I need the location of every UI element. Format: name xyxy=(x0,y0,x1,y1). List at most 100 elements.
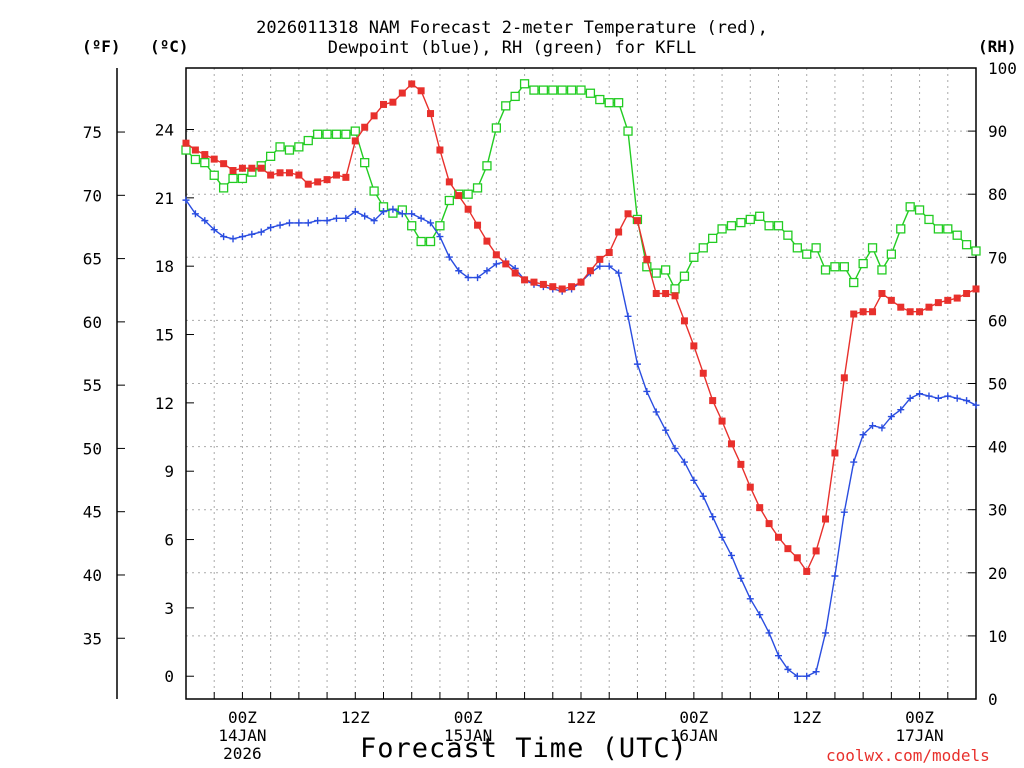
dewpoint-point xyxy=(840,508,848,516)
temperature-point xyxy=(398,89,406,97)
rh-unit-label: (RH) xyxy=(978,37,1017,56)
rh-point xyxy=(877,265,887,275)
temperature-point xyxy=(831,449,839,457)
celsius-tick-label: 12 xyxy=(155,394,174,413)
rh-point xyxy=(660,265,671,275)
temperature-point xyxy=(201,151,209,159)
temperature-series xyxy=(182,80,980,575)
dewpoint-point xyxy=(483,267,491,275)
dewpoint-point xyxy=(314,217,322,225)
temperature-point xyxy=(887,296,895,304)
dewpoint-point xyxy=(351,208,359,216)
fahrenheit-tick-label: 35 xyxy=(83,629,102,648)
temperature-point xyxy=(276,169,284,177)
temperature-point xyxy=(737,460,745,468)
dewpoint-point xyxy=(709,513,717,521)
dewpoint-point xyxy=(370,217,378,225)
rh-point xyxy=(896,224,906,234)
rh-point xyxy=(670,284,680,294)
rh-point xyxy=(585,88,596,98)
rh-point xyxy=(717,224,727,234)
rh-point xyxy=(604,98,614,108)
rh-point xyxy=(689,252,699,262)
rh-point xyxy=(623,126,633,136)
rh-point xyxy=(933,224,944,234)
fahrenheit-tick-label: 70 xyxy=(83,186,102,205)
rh-point xyxy=(463,189,473,199)
dewpoint-point xyxy=(182,196,190,204)
dewpoint-point xyxy=(464,274,472,282)
x-tick-date-label: 15JAN xyxy=(444,726,492,745)
fahrenheit-tick-label: 40 xyxy=(83,566,102,585)
temperature-point xyxy=(427,110,435,118)
rh-tick-label: 0 xyxy=(988,690,998,709)
temperature-point xyxy=(859,308,867,316)
rh-point xyxy=(783,230,793,240)
rh-point xyxy=(407,221,417,231)
rh-point xyxy=(510,91,520,102)
rh-point xyxy=(764,221,774,231)
fahrenheit-tick-label: 75 xyxy=(83,123,102,142)
rh-point xyxy=(867,243,878,253)
dewpoint-point xyxy=(304,219,312,227)
rh-point xyxy=(971,246,981,256)
fahrenheit-tick-label: 65 xyxy=(83,250,102,269)
dewpoint-point xyxy=(859,431,867,439)
rh-point xyxy=(914,205,925,215)
temperature-point xyxy=(220,160,228,168)
dewpoint-point xyxy=(925,392,933,400)
temperature-point xyxy=(182,139,190,147)
dewpoint-point xyxy=(963,397,971,405)
rh-point xyxy=(886,249,897,259)
dewpoint-point xyxy=(408,210,416,218)
rh-point xyxy=(830,262,840,272)
dewpoint-point xyxy=(342,214,350,222)
dewpoint-point xyxy=(276,221,284,229)
celsius-tick-label: 24 xyxy=(155,121,174,140)
rh-point xyxy=(190,154,201,165)
rh-tick-label: 100 xyxy=(988,59,1017,78)
temperature-point xyxy=(699,369,707,377)
rh-series xyxy=(181,79,981,294)
dewpoint-point xyxy=(775,652,782,660)
temperature-point xyxy=(483,237,491,245)
rh-point xyxy=(858,258,868,269)
x-tick-date-label: 14JAN xyxy=(218,726,266,745)
dewpoint-point xyxy=(191,210,199,218)
dewpoint-point xyxy=(445,253,453,261)
dewpoint-point xyxy=(822,629,830,637)
temperature-point xyxy=(380,100,387,108)
temperature-point xyxy=(605,249,613,257)
dewpoint-point xyxy=(944,392,952,400)
rh-point xyxy=(736,217,746,228)
x-tick-date-label: 16JAN xyxy=(670,726,718,745)
temperature-point xyxy=(963,290,971,298)
rh-point xyxy=(905,202,915,212)
rh-point xyxy=(435,221,445,231)
temperature-point xyxy=(652,290,660,298)
rh-point xyxy=(265,151,276,161)
fahrenheit-tick-label: 55 xyxy=(83,376,102,395)
chart-title-line-1: 2026011318 NAM Forecast 2-meter Temperat… xyxy=(256,18,768,38)
celsius-tick-label: 15 xyxy=(155,326,174,345)
rh-point xyxy=(924,214,934,225)
temperature-point xyxy=(633,217,641,225)
rh-point xyxy=(313,129,323,139)
dewpoint-point xyxy=(248,230,256,238)
dewpoint-point xyxy=(624,312,632,320)
dewpoint-point xyxy=(389,205,397,213)
temperature-point xyxy=(408,80,416,88)
fahrenheit-tick-label: 45 xyxy=(83,503,102,522)
dewpoint-point xyxy=(427,219,435,227)
x-tick-label: 00Z xyxy=(228,708,257,727)
rh-tick-label: 80 xyxy=(988,185,1007,204)
fahrenheit-tick-label: 50 xyxy=(83,439,102,458)
temperature-point xyxy=(718,417,726,425)
dewpoint-point xyxy=(793,672,801,680)
dewpoint-point xyxy=(229,235,237,243)
rh-point xyxy=(209,170,219,180)
temperature-point xyxy=(953,294,961,302)
temperature-point xyxy=(709,397,717,405)
temperature-point xyxy=(869,308,877,316)
